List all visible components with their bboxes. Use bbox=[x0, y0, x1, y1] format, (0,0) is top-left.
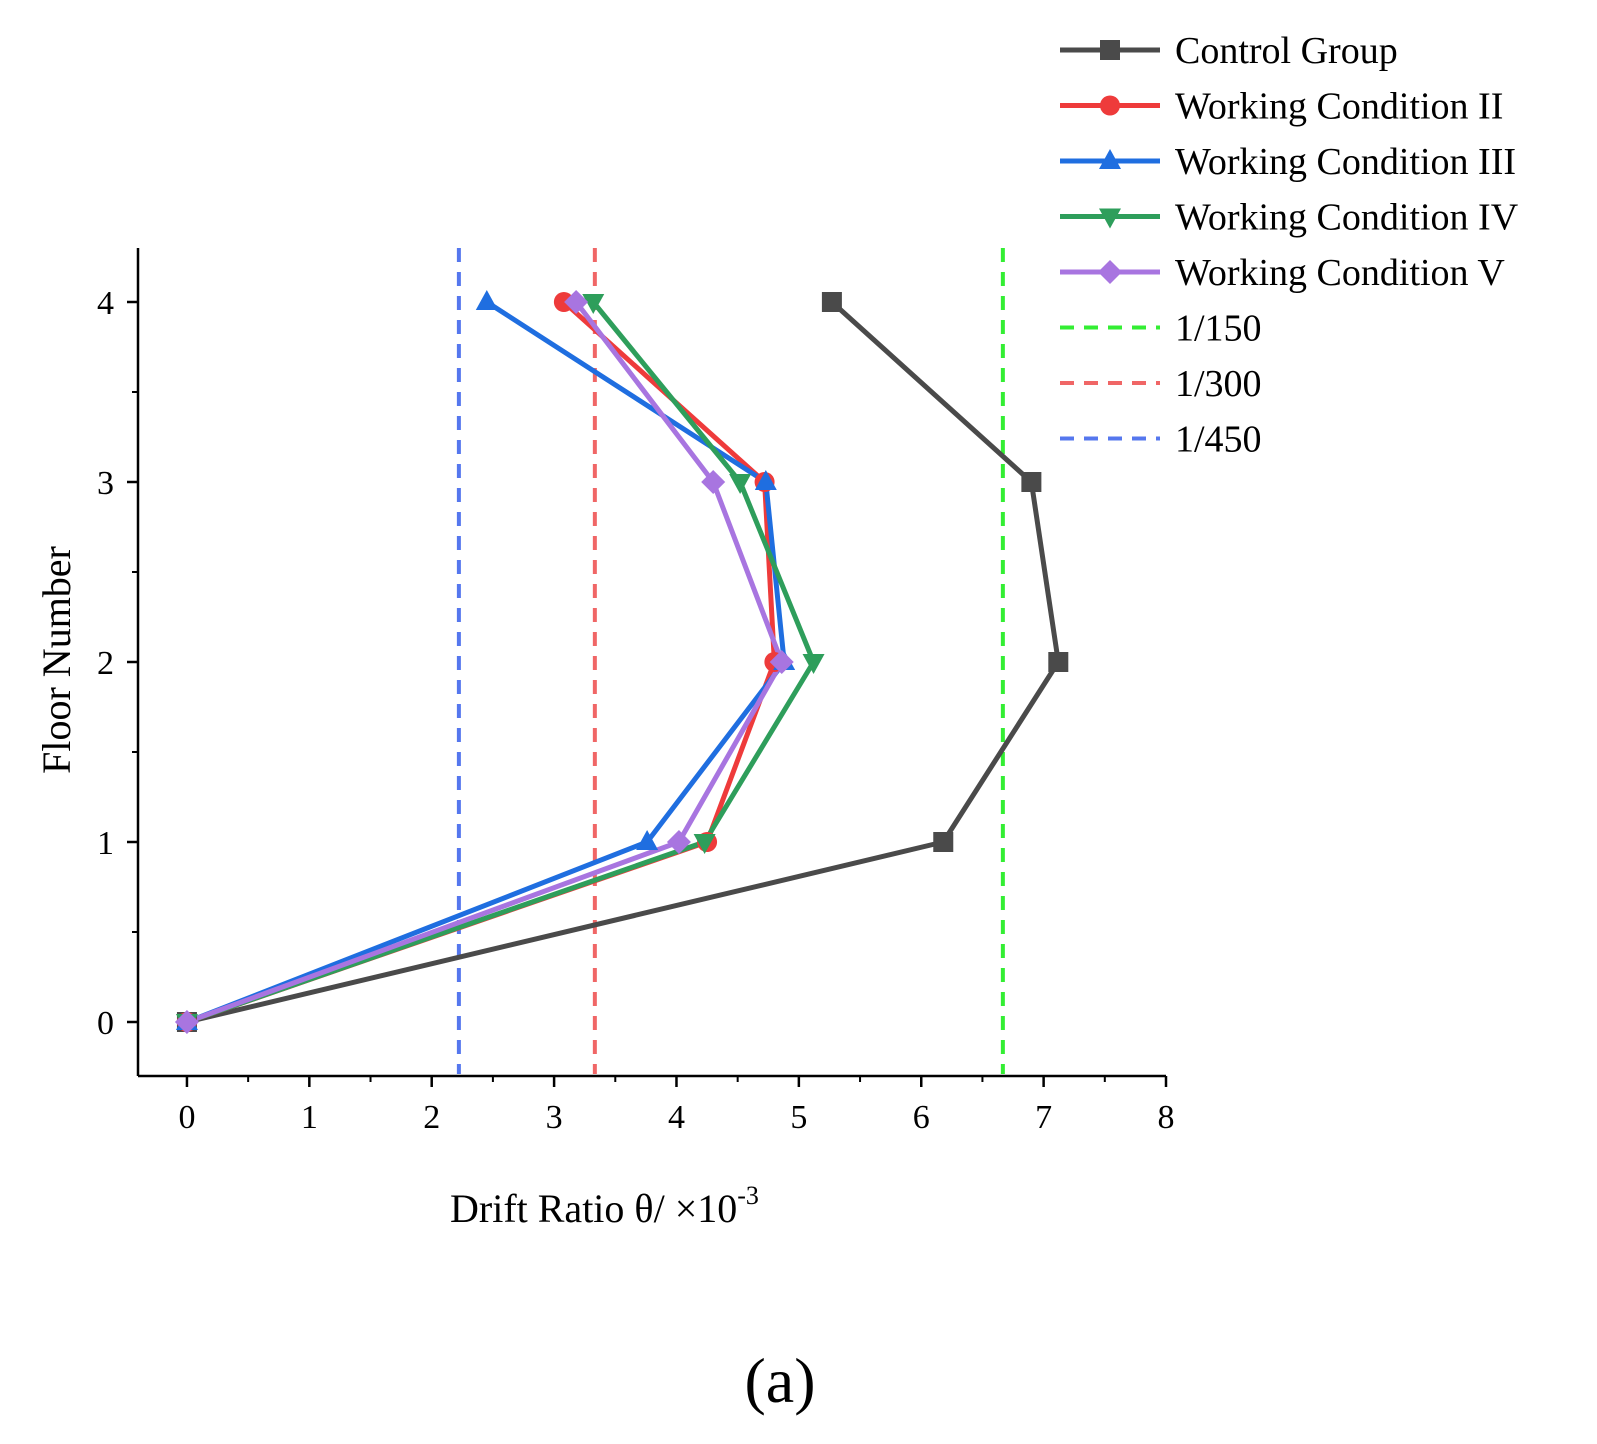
series-line-control-group bbox=[186, 300, 1061, 1025]
legend-label-working-condition-v: Working Condition V bbox=[1175, 252, 1505, 294]
panel-label: (a) bbox=[744, 1345, 815, 1416]
series-markers bbox=[174, 290, 1069, 1034]
data-point-working-condition-iii bbox=[475, 290, 498, 310]
data-point-control-group bbox=[1021, 472, 1042, 492]
x-tick-label: 2 bbox=[423, 1099, 440, 1136]
series-line-working-condition-v bbox=[186, 300, 785, 1025]
series-line-working-condition-iv bbox=[186, 300, 817, 1025]
x-tick-label: 6 bbox=[913, 1099, 930, 1136]
data-point-working-condition-iii bbox=[754, 470, 777, 490]
series-lines bbox=[186, 299, 1061, 1025]
x-tick-label: 4 bbox=[668, 1099, 685, 1136]
data-point-control-group bbox=[1048, 652, 1069, 672]
x-tick-label: 5 bbox=[790, 1099, 807, 1136]
x-axis-title: Drift Ratio θ/ ×10-3 bbox=[450, 1181, 759, 1231]
y-tick-label: 0 bbox=[97, 1005, 114, 1042]
legend-label-ref-1-450: 1/450 bbox=[1175, 419, 1262, 461]
data-point-working-condition-iv bbox=[802, 654, 825, 674]
data-point-working-condition-ii bbox=[553, 292, 574, 312]
data-point-working-condition-v bbox=[769, 650, 794, 674]
x-tick-label: 8 bbox=[1158, 1099, 1175, 1136]
legend-label-working-condition-ii: Working Condition II bbox=[1175, 86, 1503, 128]
x-tick-label: 3 bbox=[546, 1099, 563, 1136]
legend-marker-working-condition-ii bbox=[1100, 95, 1120, 116]
legend-label-ref-1-150: 1/150 bbox=[1175, 308, 1262, 350]
y-tick-label: 4 bbox=[97, 285, 114, 322]
legend-label-ref-1-300: 1/300 bbox=[1175, 363, 1262, 405]
legend-label-control-group: Control Group bbox=[1175, 30, 1398, 72]
data-point-working-condition-v bbox=[564, 290, 589, 314]
legend-label-working-condition-iii: Working Condition III bbox=[1175, 141, 1516, 183]
legend-marker-working-condition-iv bbox=[1099, 208, 1121, 229]
x-tick-label: 7 bbox=[1035, 1099, 1052, 1136]
x-tick-label: 0 bbox=[178, 1099, 195, 1136]
legend-marker-control-group bbox=[1100, 40, 1120, 60]
y-axis-title: Floor Number bbox=[34, 546, 79, 774]
data-point-working-condition-iv bbox=[693, 834, 716, 854]
legend-marker-working-condition-iii bbox=[1099, 149, 1121, 169]
data-point-working-condition-v bbox=[701, 470, 726, 494]
x-axis-title-main: Drift Ratio θ/ ×10 bbox=[450, 1186, 737, 1231]
data-point-working-condition-v bbox=[174, 1010, 199, 1034]
data-point-working-condition-iv bbox=[582, 294, 605, 314]
ticks bbox=[127, 300, 1168, 1087]
reference-lines bbox=[456, 248, 1005, 1074]
data-point-working-condition-iv bbox=[729, 474, 752, 494]
y-tick-label: 2 bbox=[97, 645, 114, 682]
data-point-working-condition-iii bbox=[636, 830, 659, 850]
x-axis-title-exponent: -3 bbox=[737, 1181, 759, 1210]
y-tick-label: 1 bbox=[97, 825, 114, 862]
y-tick-label: 3 bbox=[97, 465, 114, 502]
x-tick-label: 1 bbox=[301, 1099, 318, 1136]
legend-marker-working-condition-v bbox=[1098, 260, 1122, 284]
data-point-working-condition-v bbox=[666, 830, 691, 854]
data-point-control-group bbox=[821, 292, 842, 312]
data-point-control-group bbox=[933, 832, 954, 852]
tick-labels: 0 1 2 3 4 5 6 7 8 0 1 2 3 4 bbox=[97, 285, 1175, 1136]
legend: Control Group Working Condition II Working… bbox=[1060, 30, 1519, 461]
legend-label-working-condition-iv: Working Condition IV bbox=[1175, 197, 1519, 239]
